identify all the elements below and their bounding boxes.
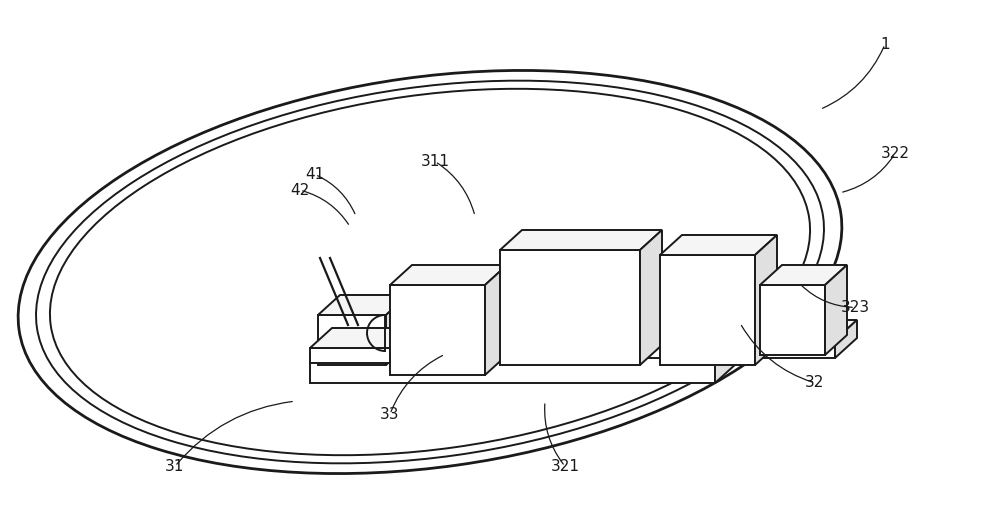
Polygon shape [310,335,737,355]
Polygon shape [485,265,507,375]
Polygon shape [390,265,507,285]
Text: 33: 33 [380,407,400,421]
Polygon shape [715,335,737,383]
Text: 1: 1 [880,37,890,52]
Text: 321: 321 [550,459,580,474]
Polygon shape [760,285,825,355]
Polygon shape [318,295,408,315]
Text: 322: 322 [881,146,910,161]
Polygon shape [660,235,777,255]
Text: 42: 42 [290,183,310,197]
Polygon shape [835,320,857,358]
Polygon shape [318,315,386,365]
Text: 31: 31 [165,459,185,474]
Polygon shape [310,355,715,383]
Polygon shape [390,328,412,363]
Polygon shape [825,265,847,355]
Polygon shape [500,250,640,365]
Polygon shape [760,265,847,285]
Polygon shape [310,348,390,363]
Polygon shape [755,235,777,365]
Text: 311: 311 [420,154,450,169]
Polygon shape [640,320,857,340]
Text: 41: 41 [305,167,325,182]
Polygon shape [390,285,485,375]
Text: 32: 32 [805,376,825,390]
Polygon shape [386,295,408,365]
Polygon shape [310,328,412,348]
Polygon shape [500,230,662,250]
Polygon shape [640,340,835,358]
Polygon shape [660,255,755,365]
Text: 323: 323 [840,300,870,315]
Polygon shape [640,230,662,365]
